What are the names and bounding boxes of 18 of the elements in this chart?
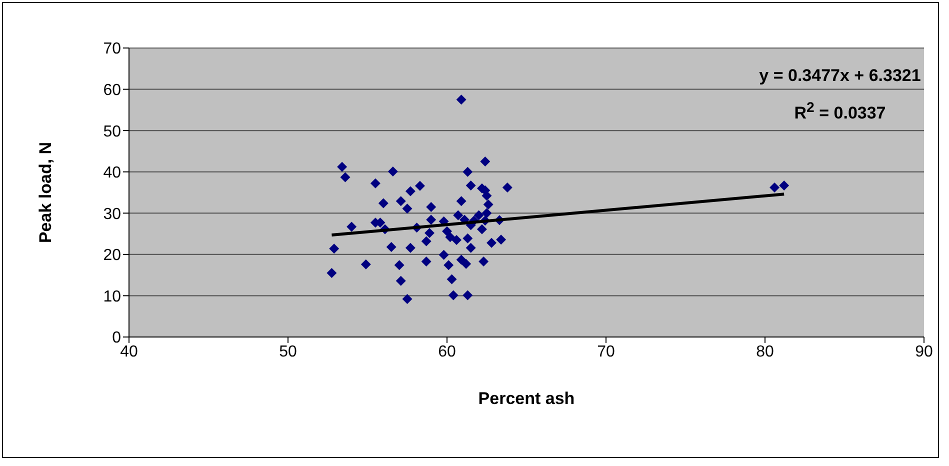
x-tick-label: 60: [438, 343, 456, 360]
y-tick-label: 60: [103, 82, 122, 99]
y-tick-label: 40: [103, 164, 122, 182]
y-tick-label: 20: [103, 247, 122, 264]
x-tick-label: 90: [915, 343, 933, 360]
x-tick-label: 50: [279, 343, 297, 360]
y-tick-label: 0: [112, 330, 122, 347]
y-tick-label: 70: [103, 40, 122, 58]
x-axis-title: Percent ash: [478, 389, 575, 408]
annotation: R$^{2}$ = 0.0337: [793, 99, 887, 125]
x-tick-label: 40: [120, 343, 138, 360]
y-tick-label: 10: [103, 288, 122, 306]
x-tick-label: 80: [756, 343, 774, 360]
annotation: y = 0.3477x + 6.3321: [758, 65, 922, 87]
y-tick-label: 50: [103, 123, 122, 140]
y-tick-label: 30: [103, 206, 122, 223]
y-axis-title: Peak load, N: [36, 142, 56, 244]
x-tick-label: 70: [597, 343, 615, 360]
